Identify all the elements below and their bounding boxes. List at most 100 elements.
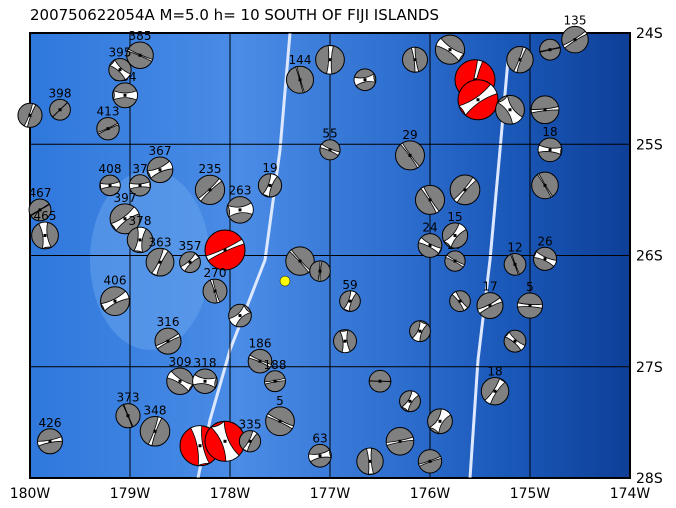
focal-mechanism[interactable]: 378 (126, 214, 154, 254)
focal-mechanism[interactable] (402, 46, 428, 73)
depth-label: 395 (109, 46, 132, 60)
focal-mechanism[interactable]: 24 (417, 221, 443, 258)
focal-mechanism[interactable]: 397 (109, 191, 141, 235)
focal-mechanism[interactable]: 465 (31, 209, 59, 250)
focal-mechanism[interactable]: 385 (126, 29, 154, 70)
focal-mechanism[interactable]: 395 (108, 46, 132, 82)
focal-mechanism[interactable]: 12 (503, 241, 527, 276)
depth-label: 17 (482, 280, 497, 294)
focal-mechanism[interactable]: 318 (192, 356, 218, 394)
focal-mechanism[interactable]: 413 (96, 104, 120, 141)
focal-mechanism[interactable]: 186 (247, 336, 273, 374)
lon-tick-label: 176W (410, 486, 451, 502)
focal-mechanism[interactable]: 18 (537, 125, 563, 163)
focal-mechanism[interactable] (356, 447, 384, 476)
lon-tick-label: 177W (310, 486, 351, 502)
focal-mechanism[interactable]: 18 (480, 365, 510, 406)
focal-mechanism[interactable] (409, 319, 431, 343)
depth-label: 186 (249, 336, 272, 350)
focal-mechanism[interactable]: 135 (561, 13, 589, 54)
focal-mechanism[interactable] (309, 260, 331, 282)
depth-label: 467 (29, 186, 52, 200)
focal-mechanism[interactable] (333, 329, 357, 354)
focal-mechanism[interactable] (427, 408, 453, 435)
depth-label: 55 (322, 127, 337, 141)
focal-mechanism[interactable]: 357 (179, 239, 202, 274)
focal-mechanism[interactable]: 29 (395, 128, 425, 171)
depth-label: 406 (104, 274, 127, 288)
focal-mechanism[interactable]: 363 (145, 235, 175, 277)
focal-mechanism[interactable]: 188 (264, 358, 287, 393)
focal-mechanism[interactable]: 335 (239, 418, 262, 453)
lat-tick-label: 28S (636, 471, 663, 487)
focal-mechanism[interactable]: 26 (532, 234, 558, 271)
focal-mechanism[interactable]: 19 (257, 161, 283, 198)
lon-tick-label: 175W (510, 486, 551, 502)
focal-mechanism[interactable] (503, 329, 527, 353)
focal-mechanism[interactable]: 406 (100, 274, 130, 317)
depth-label: 188 (264, 358, 287, 372)
focal-mechanism[interactable] (353, 68, 377, 92)
focal-mechanism[interactable]: 5 (516, 280, 544, 319)
depth-label: 385 (129, 29, 152, 43)
focal-mechanism[interactable] (385, 427, 415, 456)
focal-mechanism[interactable]: 367 (146, 144, 174, 184)
focal-mechanism[interactable] (368, 369, 392, 393)
depth-label: 19 (262, 161, 277, 175)
focal-mechanism[interactable] (228, 303, 253, 328)
focal-mechanism[interactable] (434, 34, 466, 65)
focal-mechanism[interactable] (449, 174, 481, 206)
lon-tick-label: 179W (110, 486, 151, 502)
depth-label: 29 (402, 128, 417, 142)
depth-label: 363 (149, 235, 172, 249)
depth-label: 318 (194, 356, 217, 370)
depth-label: 144 (289, 53, 312, 67)
focal-mechanism[interactable] (449, 290, 471, 312)
depth-label: 263 (229, 184, 252, 198)
lat-tick-label: 27S (636, 360, 663, 376)
focal-mechanism[interactable]: 63 (308, 431, 332, 468)
focal-mechanism[interactable]: 408 (99, 162, 122, 197)
focal-mechanism[interactable]: 467 (29, 186, 52, 222)
focal-mechanism[interactable]: 316 (154, 315, 182, 355)
depth-label: 378 (129, 214, 152, 228)
latest-focal-mechanism[interactable] (204, 229, 246, 271)
focal-mechanism[interactable]: 15 (441, 210, 469, 249)
lon-tick-label: 174W (610, 486, 651, 502)
focal-mechanism[interactable]: 309 (166, 355, 194, 395)
focal-mechanism[interactable] (315, 44, 345, 75)
focal-mechanism[interactable]: 263 (226, 184, 254, 224)
focal-mechanism[interactable] (17, 102, 43, 128)
focal-mechanism[interactable]: 426 (37, 416, 64, 455)
focal-mechanism[interactable]: 59 (339, 278, 361, 313)
focal-mechanism[interactable] (539, 38, 561, 61)
focal-mechanism[interactable]: 270 (202, 266, 228, 304)
depth-label: 413 (97, 104, 120, 118)
depth-label: 5 (276, 394, 284, 408)
depth-label: 348 (144, 403, 167, 417)
focal-mechanism[interactable] (531, 171, 559, 200)
lon-tick-label: 180W (10, 486, 51, 502)
depth-label: 270 (204, 266, 227, 280)
focal-mechanism[interactable] (495, 94, 525, 125)
focal-mechanism[interactable] (506, 46, 534, 74)
focal-mechanism[interactable] (414, 184, 446, 215)
focal-mechanism[interactable] (417, 449, 443, 474)
depth-label: 12 (507, 241, 522, 255)
depth-label: 59 (342, 278, 357, 292)
focal-mechanism[interactable]: 373 (115, 391, 141, 429)
focal-mechanism[interactable]: 17 (476, 280, 504, 320)
focal-mechanism[interactable]: 348 (139, 403, 171, 447)
focal-mechanism[interactable]: 5 (265, 394, 295, 437)
focal-mechanism[interactable] (530, 95, 560, 125)
focal-mechanism[interactable] (399, 390, 421, 413)
focal-mechanism[interactable] (285, 246, 315, 276)
focal-mechanism[interactable]: 55 (319, 127, 341, 161)
focal-mechanism[interactable]: 235 (194, 162, 226, 205)
latest-focal-mechanism[interactable] (457, 79, 499, 121)
depth-label: 15 (447, 210, 462, 224)
focal-mechanism[interactable]: 144 (285, 53, 315, 94)
depth-label: 398 (49, 86, 72, 100)
focal-mechanism[interactable]: 398 (49, 86, 72, 121)
focal-mechanism[interactable]: 37 (128, 162, 152, 197)
